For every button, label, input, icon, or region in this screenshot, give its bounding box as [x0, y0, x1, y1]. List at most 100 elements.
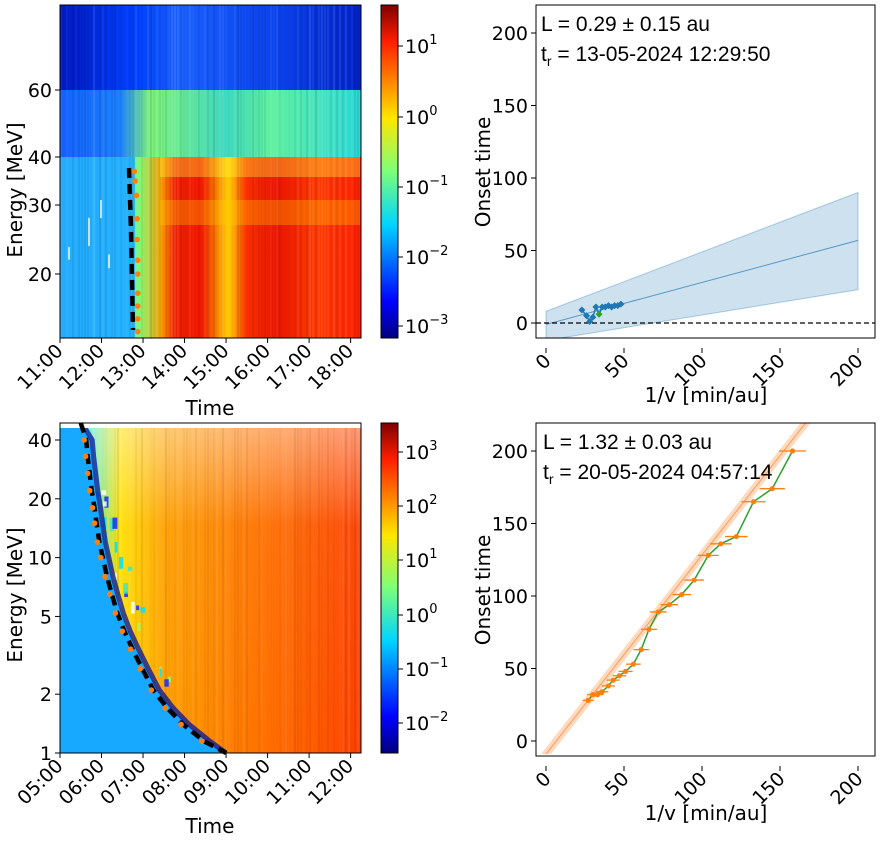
heatmap-a-stripe: [72, 5, 74, 338]
point-b: [583, 312, 591, 320]
point-b: [592, 303, 600, 311]
heatmap-c-stripe: [144, 428, 146, 753]
heatmap-c-stripe: [249, 428, 251, 753]
heatmap-c-speckle: [119, 556, 124, 569]
heatmap-a-stripe: [81, 5, 83, 338]
heatmap-c-stripe: [204, 428, 206, 753]
heatmap-c-speckle: [102, 501, 107, 507]
axes-b-background: [536, 5, 875, 338]
heatmap-c-speckle: [109, 518, 115, 528]
heatmap-a-stripe: [63, 5, 65, 338]
x-tick-label-c: 09:00: [179, 755, 233, 809]
onset-point-c: [119, 628, 126, 635]
heatmap-a-stripe: [87, 5, 89, 338]
onset-points-a: [131, 168, 141, 335]
heatmap-a-stripe: [354, 5, 356, 338]
heatmap-a-stripe: [345, 5, 347, 338]
heatmap-c-stripe: [156, 428, 158, 753]
onset-point-a: [134, 216, 140, 222]
heatmap-c-stripe: [324, 428, 326, 753]
heatmap-c-stripe: [228, 428, 230, 753]
xlabel-a: Time: [185, 396, 235, 420]
y-tick-label-c: 1: [40, 743, 52, 765]
heatmap-c-stripe: [273, 428, 275, 753]
heatmap-c-stripe: [309, 428, 311, 753]
heatmap-c-stripe: [225, 428, 227, 753]
heatmap-a-stripe: [96, 5, 98, 338]
heatmap-c-speckle: [127, 566, 133, 571]
y-ticks-a: 20 30 40 60: [28, 80, 60, 286]
heatmap-a-stripe: [270, 5, 272, 338]
x-tick-label-a: 12:00: [55, 340, 109, 394]
heatmap-a-stripe: [324, 5, 326, 338]
heatmap-c-speckle: [159, 668, 162, 677]
colorbar-c-tick-0: 103: [405, 439, 437, 464]
axes-b-frame: [535, 4, 876, 339]
heatmap-c-stripe: [297, 428, 299, 753]
point-d: [616, 673, 622, 679]
point-d: [630, 661, 636, 667]
heatmap-c-stripe: [237, 428, 239, 753]
heatmap-c-speckle: [101, 490, 107, 495]
x-tick-label: 50: [601, 768, 634, 801]
heatmap-a-stripe: [240, 5, 242, 338]
heatmap-c-stripe: [258, 428, 260, 753]
heatmap-c-speckle: [137, 622, 141, 631]
onset-point-c: [107, 591, 113, 597]
heatmap-a-stripe: [276, 5, 278, 338]
heatmap-a-stripe: [111, 5, 113, 338]
xlabel-c: Time: [185, 814, 235, 838]
heatmap-c-speckle: [130, 601, 135, 614]
y-tick-a-60: 60: [28, 80, 52, 102]
onset-point-c: [89, 504, 96, 511]
heatmap-a-stripe: [321, 5, 323, 338]
onset-point-c: [162, 705, 168, 711]
heatmap-a-band-2: [160, 200, 360, 225]
y-tick-label: 0: [516, 731, 528, 753]
onset-point-c: [112, 610, 119, 616]
y-ticks-c: 1 2 5 10 20 40: [28, 430, 60, 765]
heatmap-a-stripe: [69, 5, 71, 338]
x-tick-label-c: 12:00: [304, 755, 358, 809]
ylabel-c: Energy [MeV]: [3, 527, 27, 662]
heatmap-a-stripe: [219, 5, 221, 338]
heatmap-a-stripe: [84, 5, 86, 338]
ylabel-d: Onset time: [471, 535, 495, 646]
heatmap-a-stripe: [297, 5, 299, 338]
heatmap-a-stripe: [318, 5, 320, 338]
point-b: [595, 310, 603, 318]
onset-point-c: [127, 646, 134, 652]
heatmap-c-stripe: [198, 428, 200, 753]
colorbar-a: [380, 4, 399, 339]
onset-fit-line-a: [126, 167, 136, 331]
onset-point-c: [86, 487, 93, 494]
heatmap-a-stripe: [123, 5, 125, 338]
onset-point-c: [137, 665, 144, 672]
onset-point-c: [102, 573, 108, 580]
x-tick-label-c: 11:00: [262, 755, 316, 809]
point-d: [691, 577, 697, 583]
points-b: [578, 300, 625, 326]
heatmap-c-speckle: [136, 605, 140, 611]
heatmap-a-stripe: [150, 5, 152, 338]
heatmap-c-speckle: [124, 591, 128, 598]
heatmap-c-stripe: [342, 428, 344, 753]
x-tick-label-a: 13:00: [96, 340, 150, 394]
y-tick-label-c: 40: [28, 430, 52, 452]
heatmap-c-stripe: [195, 428, 197, 753]
heatmap-c-stripe: [357, 428, 359, 753]
y-tick-label: 200: [492, 441, 528, 463]
heatmap-a-stripe: [78, 5, 80, 338]
x-tick-label: 200: [826, 768, 867, 809]
heatmap-c-stripe: [177, 428, 179, 753]
heatmap-a-stripe: [222, 5, 224, 338]
heatmap-a-stripes: [60, 5, 359, 338]
heatmap-a-stripe: [351, 5, 353, 338]
heatmap-c-stripe: [300, 428, 302, 753]
colorbar-a-ticks: 101 100 10−1 10−2 10−3: [398, 33, 448, 338]
y-tick-label: 200: [492, 23, 528, 45]
point-d: [638, 647, 644, 653]
heatmap-c-speckle: [164, 679, 169, 687]
heatmap-c-stripe: [189, 428, 191, 753]
